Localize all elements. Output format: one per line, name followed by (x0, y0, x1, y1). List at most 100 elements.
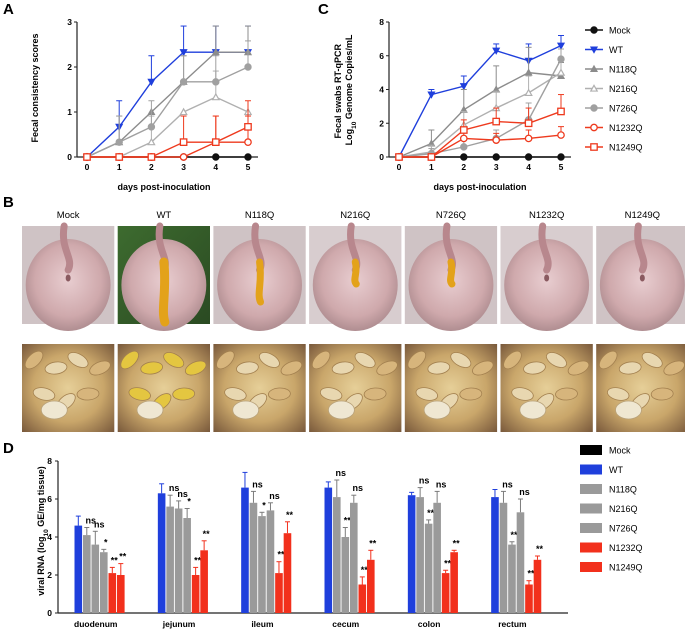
chart-c-series-n726q (395, 48, 565, 161)
chart-d-sig-label: ns (353, 483, 364, 493)
photo-tail (538, 222, 552, 274)
photo-gut-loop (450, 352, 472, 368)
chart-d-category-label: jejunum (162, 619, 196, 629)
photo-gut-loop (24, 350, 44, 370)
chart-d-bar-n1249q (200, 550, 208, 613)
chart-d-sig-label: ** (194, 555, 202, 565)
legend-top-marker (589, 64, 599, 73)
chart-c-point-n1232q (524, 134, 533, 143)
chart-d-bar-n726q (183, 518, 191, 613)
legend-d-swatch-mock (580, 445, 602, 455)
photo-intestine-n1249q (596, 344, 685, 432)
chart-c-point-n1249q (427, 153, 436, 161)
chart-c-point-n1232q (492, 136, 501, 144)
chart-c-ytick-label: 2 (379, 118, 384, 128)
legend-d-swatch-wt (580, 464, 602, 475)
chart-c-point-n1249q (524, 119, 533, 128)
photo-perianal-n1249q (596, 222, 685, 331)
panel-letter-b: B (3, 194, 14, 211)
chart-d-bar-n1232q (358, 584, 367, 613)
photo-intestine-wt (117, 344, 210, 432)
chart-d-bar-n1249q (117, 575, 125, 613)
photo-label-wt: WT (156, 210, 171, 221)
chart-d-bar-n118q (499, 502, 508, 613)
chart-c-ytick-label: 4 (379, 85, 384, 95)
chart-d-sig-label: ** (344, 516, 352, 526)
photo-stool-stain (447, 258, 456, 288)
photo-intestine-n216q (309, 344, 402, 432)
chart-d-sig-label: * (104, 537, 108, 547)
chart-c-series-n1249q (395, 94, 565, 161)
chart-a-point-n1232q (244, 138, 252, 146)
chart-d-sig-label: ** (536, 544, 544, 554)
photo-gut-cecum (136, 400, 164, 420)
photo-gut-loop (472, 360, 494, 376)
chart-c-ylabel: Fecal swabs RT-qPCR Log10 Genome Copies/… (333, 34, 358, 145)
photo-gut-loop (128, 387, 151, 401)
photo-label-n118q: N118Q (245, 210, 274, 221)
photo-gut-loop (32, 387, 56, 401)
chart-d-sig-label: ns (436, 479, 447, 489)
chart-a-point-wt (179, 49, 188, 57)
photo-gut-loop (663, 360, 685, 376)
photo-skin (599, 239, 685, 331)
chart-d-sig-label: ** (277, 550, 285, 560)
chart-c-point-n118q (524, 68, 533, 76)
chart-c-series-n216q (394, 56, 566, 161)
chart-c-xlabel: days post-inoculation (433, 182, 526, 192)
chart-a-point-n1249q (211, 138, 220, 146)
chart-d-bar-n1232q (108, 573, 117, 613)
chart-d-sig-label: * (187, 497, 191, 507)
photo-gut-loop (555, 387, 578, 401)
chart-c-xtick-label: 0 (397, 162, 402, 172)
chart-a-ylabel: Fecal consistency scores (30, 33, 40, 142)
legend-top-marker (590, 104, 598, 112)
chart-c-ytick-label: 6 (379, 51, 384, 61)
chart-a-point-n1249q (83, 153, 91, 161)
chart-d-sig-label: ** (119, 552, 127, 562)
chart-c-point-n1249q (459, 126, 468, 134)
chart-a-point-n726q (212, 78, 220, 86)
chart-d-sig-label: ** (361, 565, 369, 575)
chart-a-ytick-label: 1 (67, 107, 72, 117)
panel-letter-c: C (318, 1, 329, 18)
chart-d-sig-label: ** (427, 508, 435, 518)
photo-gut-loop (618, 361, 642, 375)
photo-anus (544, 274, 550, 282)
chart-d-bar-n726q (516, 512, 525, 613)
chart-c-point-n726q (557, 55, 565, 63)
photo-intestine-n726q (404, 344, 498, 432)
photo-tail (59, 222, 74, 274)
photo-gut-loop (67, 352, 89, 368)
chart-c-line-n216q (398, 72, 562, 158)
chart-a-point-n216q (147, 137, 156, 146)
chart-c-point-wt (427, 91, 436, 99)
chart-d-bar-n216q (508, 544, 516, 613)
photo-gut-loop (567, 360, 590, 376)
chart-a-xtick-label: 2 (149, 162, 154, 172)
legend-d-label-n726q: N726Q (609, 524, 638, 534)
photo-gut-loop (503, 350, 522, 370)
photo-panel: Mock WT N118Q N216Q N726Q N1232Q N1249Q (22, 210, 685, 432)
photo-gut-loop (354, 352, 376, 368)
chart-c-point-mock (524, 153, 533, 161)
chart-d-bar-n216q (424, 523, 433, 613)
photo-gut-loop (363, 387, 387, 401)
photo-perianal-mock (22, 222, 115, 331)
legend-top-label-n216q: N216Q (609, 84, 638, 94)
chart-c-line-n726q (398, 58, 562, 158)
legend-d-label-n1249q: N1249Q (609, 563, 643, 573)
photo-intestine-n1232q (500, 344, 593, 432)
chart-d-sig-label: ** (369, 538, 377, 548)
chart-c-point-n216q (556, 68, 566, 76)
chart-d-bar-n1249q (367, 559, 375, 613)
chart-d-sig-label: ns (336, 468, 347, 478)
chart-d-bar-n118q (249, 502, 258, 613)
chart-d-bar-n118q (333, 497, 341, 613)
photo-perianal-n118q (213, 222, 306, 331)
chart-d-category-label: duodenum (74, 619, 118, 629)
photo-gut-loop (459, 387, 483, 401)
